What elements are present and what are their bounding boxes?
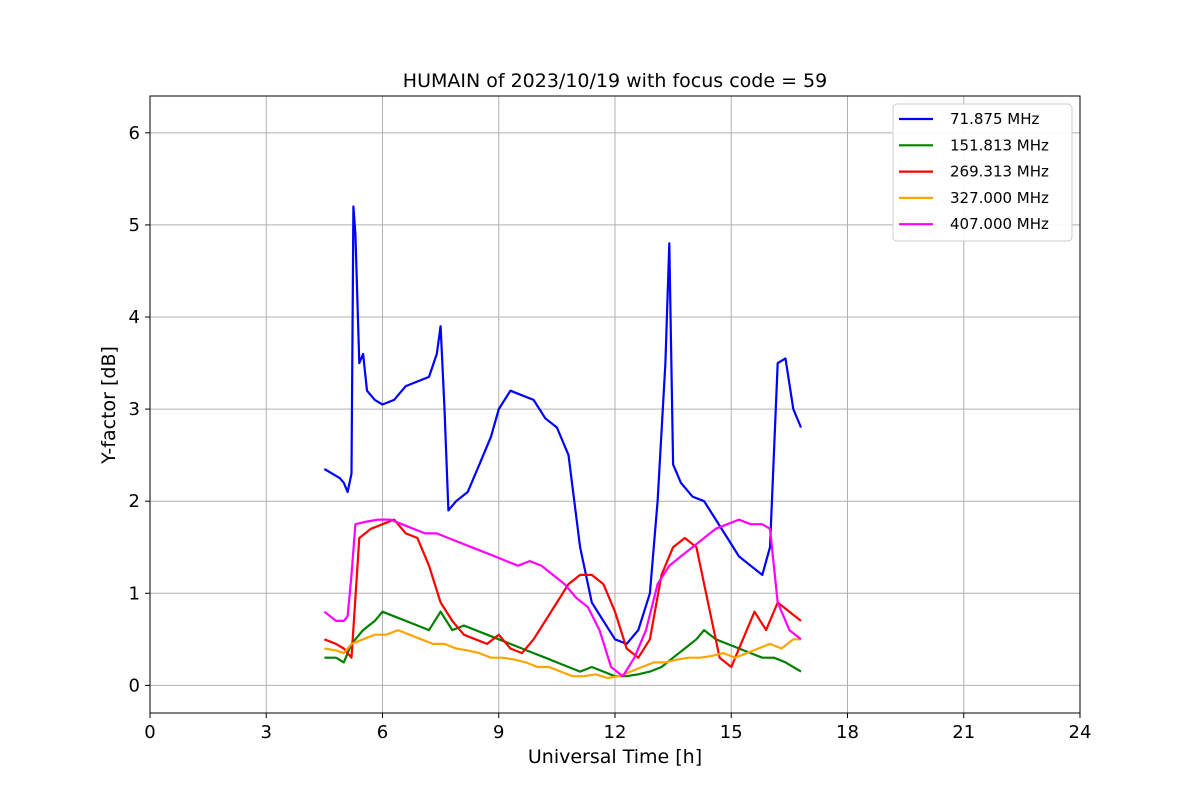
y-tick-label: 3 — [129, 399, 140, 420]
series-line-1 — [323, 205, 803, 646]
series-line-5 — [323, 518, 802, 678]
x-tick-label: 12 — [604, 722, 627, 743]
chart-title: HUMAIN of 2023/10/19 with focus code = 5… — [403, 70, 827, 92]
x-tick-label: 21 — [952, 722, 975, 743]
x-tick-label: 9 — [493, 722, 504, 743]
x-tick-label: 6 — [377, 722, 388, 743]
series-line-4 — [324, 628, 801, 680]
legend-label: 407.000 MHz — [950, 215, 1049, 233]
y-tick-label: 1 — [129, 583, 140, 604]
x-tick-label: 0 — [144, 722, 155, 743]
legend-label: 327.000 MHz — [950, 189, 1049, 207]
legend-label: 71.875 MHz — [950, 110, 1039, 128]
legend-frame — [892, 103, 1073, 242]
series-layer — [323, 205, 803, 680]
y-tick-label: 2 — [129, 491, 140, 512]
y-axis-label: Y-factor [dB] — [98, 346, 120, 465]
legend: 71.875 MHz 151.813 MHz 269.313 MHz 327.000 … — [892, 103, 1073, 242]
grid — [149, 96, 1081, 713]
x-tick-label: 18 — [836, 722, 859, 743]
y-tick-label: 6 — [129, 123, 140, 144]
y-tick-label: 5 — [129, 215, 140, 236]
y-tick-label: 4 — [129, 307, 140, 328]
y-tick-label: 0 — [129, 675, 140, 696]
x-axis-label: Universal Time [h] — [528, 746, 702, 768]
x-tick-label: 15 — [720, 722, 743, 743]
x-tick-label: 3 — [261, 722, 272, 743]
legend-label: 269.313 MHz — [950, 163, 1049, 181]
x-tick-label: 24 — [1069, 722, 1092, 743]
legend-label: 151.813 MHz — [950, 136, 1049, 154]
series-line-3 — [323, 518, 802, 669]
